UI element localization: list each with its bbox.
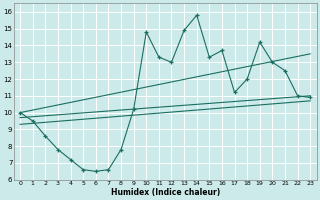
X-axis label: Humidex (Indice chaleur): Humidex (Indice chaleur) xyxy=(111,188,220,197)
